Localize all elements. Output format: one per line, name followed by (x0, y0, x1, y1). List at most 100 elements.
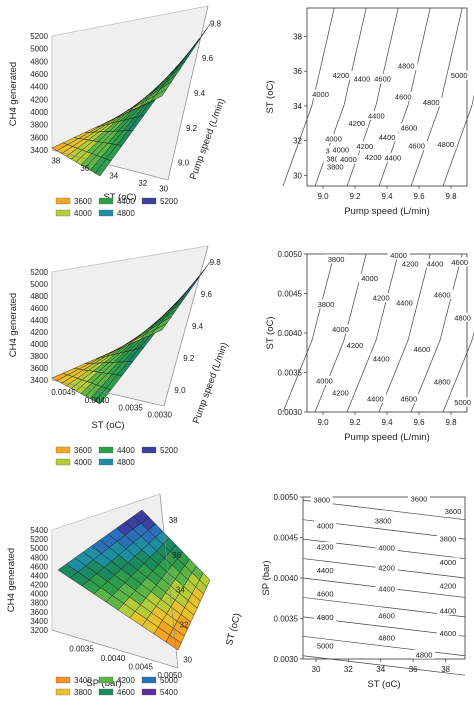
contour-level-label: 4400 (373, 354, 390, 363)
z-tick-label: 5200 (30, 32, 48, 41)
y-tick-label: 0.0050 (278, 250, 303, 259)
x-axis-label: Pump speed (L/min) (344, 432, 430, 443)
contour-line (302, 655, 466, 676)
contour-label-bg (329, 324, 352, 334)
legend-label: 5000 (160, 676, 178, 685)
contour-level-label: 3800 (440, 534, 457, 543)
contour-label-bg (395, 61, 418, 71)
contour-level-label: 3800 (313, 496, 330, 505)
contour-level-label: 4400 (384, 154, 401, 163)
contour-label-bg (451, 397, 474, 407)
x-tick-label: 9.4 (381, 418, 393, 427)
contour-level-label: 4000 (325, 135, 342, 144)
z-tick-label: 4000 (30, 340, 48, 349)
contour-level-label: 5000 (451, 71, 468, 80)
contour-level-label: 4400 (368, 111, 385, 120)
legend-label: 4600 (117, 688, 135, 697)
legend-swatch (98, 197, 114, 205)
x-tick-label: 0.0030 (148, 410, 173, 419)
z-tick-label: 4400 (30, 571, 48, 580)
y-tick-label: 36 (172, 551, 181, 560)
contour-level-label: 4600 (401, 123, 418, 132)
y-tick-label: 0.0035 (278, 369, 303, 378)
z-tick-label: 5000 (30, 45, 48, 54)
contour-label-bg (375, 610, 398, 620)
contour-label-bg (381, 153, 404, 163)
z-tick-label: 3800 (30, 352, 48, 361)
contour-label-bg (375, 542, 398, 552)
y-axis-label: Pump speed (L/min) (188, 97, 228, 181)
contour-label-bg (314, 520, 337, 530)
legend-label: 3800 (74, 688, 92, 697)
y-tick-label: 38 (293, 32, 302, 41)
y-tick-label: 34 (293, 102, 302, 111)
x-tick-label: 0.0035 (69, 645, 94, 654)
contour-label-bg (353, 141, 376, 151)
contour-label-bg (370, 293, 393, 303)
contour-level-label: 4800 (398, 62, 415, 71)
contour-level-label: 4400 (317, 566, 334, 575)
x-tick-label: 9.8 (445, 192, 457, 201)
contour-label-bg (314, 542, 337, 552)
contour-label-bg (314, 299, 337, 309)
contour-level-label: 4000 (361, 274, 378, 283)
contour-label-bg (358, 273, 381, 283)
z-tick-label: 3600 (30, 133, 48, 142)
contour-level-label: 4200 (349, 119, 366, 128)
legend-label: 3600 (74, 446, 92, 455)
surface-cell (199, 572, 211, 588)
z-tick-label: 3800 (30, 121, 48, 130)
x-tick-label: 9.2 (349, 418, 361, 427)
contour-label-bg (399, 259, 422, 269)
legend-swatch (55, 688, 71, 696)
contour-level-label: 4400 (378, 585, 395, 594)
surface-plot-0: 3400 3600 3800 4000 4200 4400 4600 4800 5000 5200… (8, 5, 228, 218)
y-tick-label: 9.2 (186, 124, 198, 133)
contour-level-label: 3800 (375, 517, 392, 526)
box-edge (51, 5, 209, 181)
y-tick-label: 9.4 (194, 89, 206, 98)
z-tick-label: 3600 (30, 364, 48, 373)
legend-label: 4000 (74, 209, 92, 218)
y-tick-label: 36 (293, 67, 302, 76)
contour-level-label: 4000 (312, 90, 329, 99)
y-tick-label: 32 (180, 621, 189, 630)
contour-level-label: 4600 (451, 258, 468, 267)
contour-level-label: 4800 (423, 98, 440, 107)
contour-label-bg (436, 557, 459, 567)
contour-label-bg (397, 122, 420, 132)
legend-swatch (141, 446, 157, 454)
x-tick-label: 36 (80, 164, 89, 173)
z-tick-label: 4200 (30, 328, 48, 337)
contour-level-label: 4600 (408, 142, 425, 151)
z-tick-label: 4000 (30, 108, 48, 117)
contour-level-label: 4200 (333, 71, 350, 80)
contour-level-label: 4200 (440, 581, 457, 590)
y-tick-label: 32 (293, 137, 302, 146)
surface-cell (194, 23, 211, 46)
contour-label-bg (345, 118, 368, 128)
contour-label-bg (434, 139, 457, 149)
contour-level-label: 4000 (317, 521, 334, 530)
contour-label-bg (314, 565, 337, 575)
surface-cell (194, 261, 211, 283)
z-tick-label: 3200 (30, 626, 48, 635)
contour-label-bg (365, 110, 388, 120)
contour-level-label: 4400 (379, 133, 396, 142)
contour-label-bg (329, 387, 352, 397)
z-tick-label: 3800 (30, 599, 48, 608)
contour-level-label: 4000 (332, 325, 349, 334)
contour-level-label: 4400 (354, 75, 371, 84)
box-edge (51, 493, 179, 669)
contour-level-label: 4000 (390, 251, 407, 260)
contour-level-label: 4200 (356, 142, 373, 151)
contour-label-bg (448, 257, 471, 267)
contour-level-label: 4800 (437, 140, 454, 149)
z-tick-label: 5000 (30, 280, 48, 289)
y-tick-label: 0.0045 (274, 534, 299, 543)
contour-label-bg (420, 97, 443, 107)
legend: 3400 3800 4200 4600 5000 5400 (55, 676, 178, 697)
contour-label-bg (314, 612, 337, 622)
z-axis-label: CH4 generated (6, 548, 17, 612)
